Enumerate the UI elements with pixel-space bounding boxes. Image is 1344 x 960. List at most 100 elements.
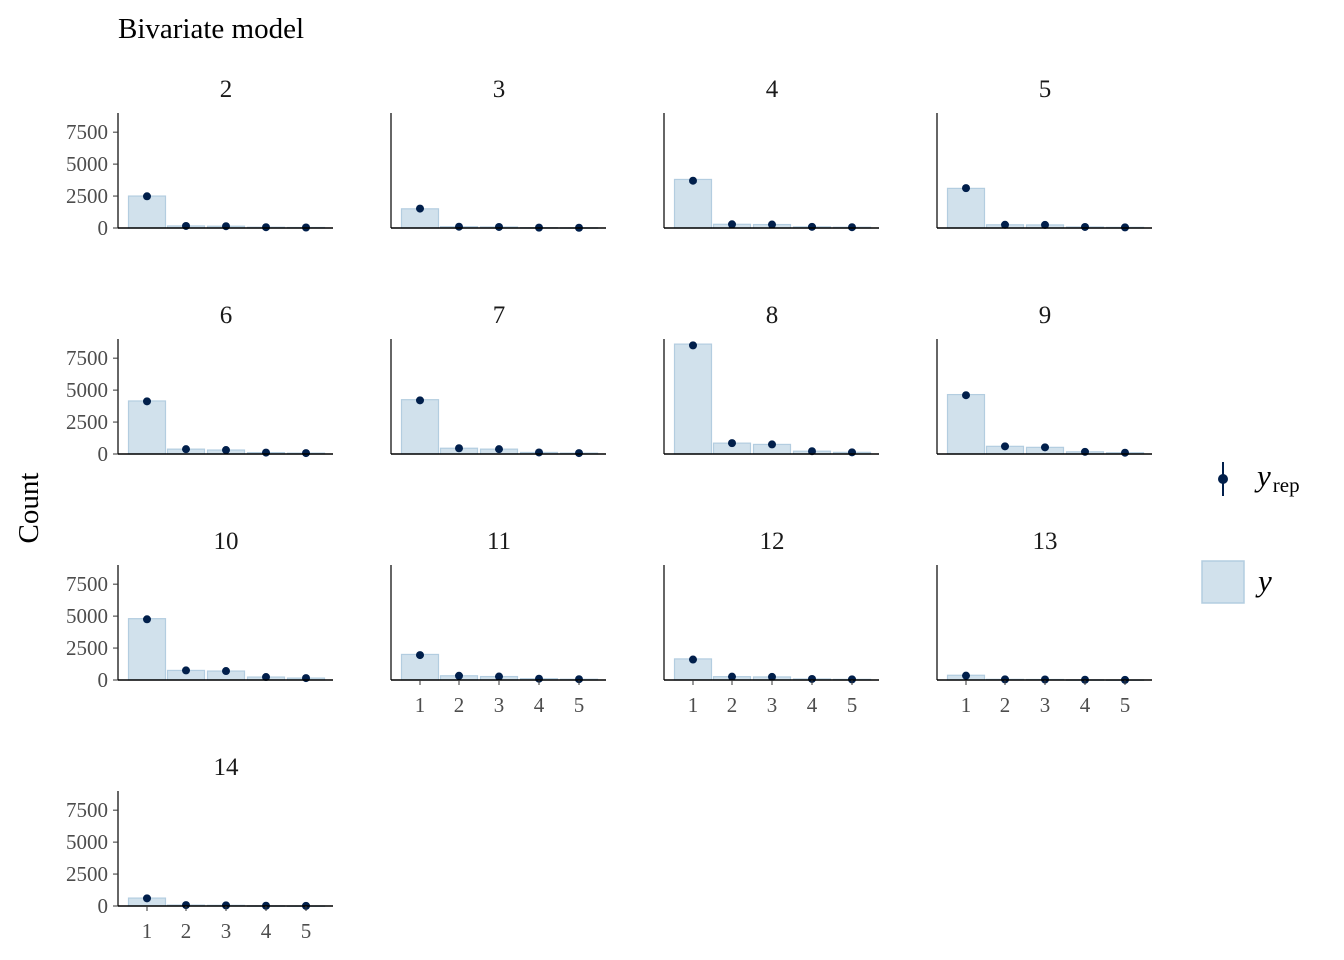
yrep-point bbox=[1041, 220, 1049, 229]
yrep-point bbox=[455, 671, 463, 680]
panel-11: 111 2 3 4 5 bbox=[390, 528, 606, 717]
legend-label-yrep: yrep bbox=[1254, 458, 1300, 497]
panel-title: 6 bbox=[220, 302, 233, 329]
x-tick-label: 1 bbox=[415, 693, 426, 717]
legend-entry-yrep: yrep bbox=[1218, 458, 1300, 497]
yrep-point bbox=[848, 223, 856, 232]
bar bbox=[127, 618, 167, 681]
y-tick-label: 0 bbox=[98, 442, 109, 466]
panel-title: 10 bbox=[214, 528, 239, 555]
yrep-point bbox=[768, 440, 776, 449]
x-tick-label: 1 bbox=[688, 693, 699, 717]
panels: 2 0 2500 5000 7500 3 4 5 6 0 2500 5000 7500 7 8 9 10 0 250… bbox=[66, 76, 1152, 943]
panel-title: 8 bbox=[766, 302, 779, 329]
x-tick-label: 3 bbox=[221, 919, 232, 943]
yrep-point bbox=[222, 222, 230, 231]
panel-8: 8 bbox=[663, 302, 879, 457]
panel-title: 12 bbox=[760, 528, 785, 555]
panel-title: 4 bbox=[766, 76, 779, 103]
yrep-point bbox=[262, 448, 270, 457]
y-tick-label: 5000 bbox=[66, 830, 108, 854]
yrep-point bbox=[416, 396, 424, 405]
x-tick-label: 5 bbox=[301, 919, 312, 943]
yrep-point bbox=[262, 223, 270, 232]
yrep-point bbox=[689, 341, 697, 350]
y-tick-label: 0 bbox=[98, 216, 109, 240]
yrep-point bbox=[808, 447, 816, 456]
yrep-point bbox=[182, 901, 190, 910]
bar bbox=[400, 399, 440, 455]
panel-title: 5 bbox=[1039, 76, 1052, 103]
yrep-point bbox=[222, 667, 230, 676]
y-tick-label: 2500 bbox=[66, 410, 108, 434]
y-tick-label: 2500 bbox=[66, 862, 108, 886]
panel-7: 7 bbox=[390, 302, 606, 458]
panel-title: 14 bbox=[214, 754, 240, 781]
panel-4: 4 bbox=[663, 76, 879, 232]
y-tick-label: 2500 bbox=[66, 636, 108, 660]
y-tick-label: 7500 bbox=[66, 572, 108, 596]
panel-5: 5 bbox=[936, 76, 1152, 232]
panel-6: 6 0 2500 5000 7500 bbox=[66, 302, 333, 466]
yrep-point bbox=[143, 397, 151, 406]
bar bbox=[946, 393, 986, 455]
legend-entry-y: y bbox=[1201, 560, 1272, 604]
bar bbox=[673, 343, 713, 455]
legend-point bbox=[1218, 474, 1228, 484]
yrep-point bbox=[495, 672, 503, 681]
yrep-point bbox=[495, 222, 503, 231]
y-tick-label: 5000 bbox=[66, 152, 108, 176]
y-tick-label: 2500 bbox=[66, 184, 108, 208]
yrep-point bbox=[728, 672, 736, 681]
yrep-point bbox=[689, 176, 697, 185]
bar bbox=[946, 187, 986, 229]
bar bbox=[673, 178, 713, 229]
panel-title: 11 bbox=[487, 528, 511, 555]
y-tick-label: 7500 bbox=[66, 798, 108, 822]
panel-2: 2 0 2500 5000 7500 bbox=[66, 76, 333, 240]
legend-label-y: y bbox=[1255, 563, 1272, 598]
bar bbox=[127, 400, 167, 455]
panel-3: 3 bbox=[390, 76, 606, 232]
yrep-point bbox=[416, 204, 424, 213]
x-tick-label: 2 bbox=[454, 693, 465, 717]
x-tick-label: 1 bbox=[142, 919, 153, 943]
x-tick-label: 5 bbox=[574, 693, 585, 717]
x-tick-label: 4 bbox=[261, 919, 272, 943]
yrep-point bbox=[302, 674, 310, 683]
x-tick-label: 1 bbox=[961, 693, 972, 717]
legend-bar-swatch bbox=[1201, 560, 1245, 604]
yrep-point bbox=[222, 446, 230, 455]
x-tick-label: 3 bbox=[494, 693, 505, 717]
panel-13: 13 1 2 3 4 5 bbox=[936, 528, 1152, 717]
panel-title: 13 bbox=[1033, 528, 1058, 555]
yrep-point bbox=[768, 220, 776, 229]
yrep-point bbox=[262, 673, 270, 682]
x-tick-label: 5 bbox=[1120, 693, 1131, 717]
panel-title: 9 bbox=[1039, 302, 1052, 329]
x-tick-label: 4 bbox=[1080, 693, 1091, 717]
x-tick-label: 3 bbox=[1040, 693, 1051, 717]
y-axis-label: Count bbox=[13, 473, 45, 544]
x-tick-label: 4 bbox=[807, 693, 818, 717]
yrep-point bbox=[728, 439, 736, 448]
y-tick-label: 0 bbox=[98, 894, 109, 918]
yrep-point bbox=[728, 220, 736, 229]
yrep-point bbox=[182, 666, 190, 675]
yrep-point bbox=[575, 675, 583, 684]
x-tick-label: 2 bbox=[181, 919, 192, 943]
legend: yrep y bbox=[1201, 458, 1300, 604]
yrep-point bbox=[182, 445, 190, 454]
y-tick-label: 7500 bbox=[66, 120, 108, 144]
panel-14: 14 0 2500 5000 7500 1 2 3 4 5 bbox=[66, 754, 333, 943]
yrep-point bbox=[495, 445, 503, 454]
yrep-point bbox=[143, 894, 151, 903]
yrep-point bbox=[302, 449, 310, 458]
yrep-point bbox=[1041, 443, 1049, 452]
yrep-point bbox=[1081, 222, 1089, 231]
y-tick-label: 7500 bbox=[66, 346, 108, 370]
yrep-point bbox=[768, 672, 776, 681]
yrep-point bbox=[962, 184, 970, 193]
legend-subscript: rep bbox=[1273, 473, 1300, 497]
